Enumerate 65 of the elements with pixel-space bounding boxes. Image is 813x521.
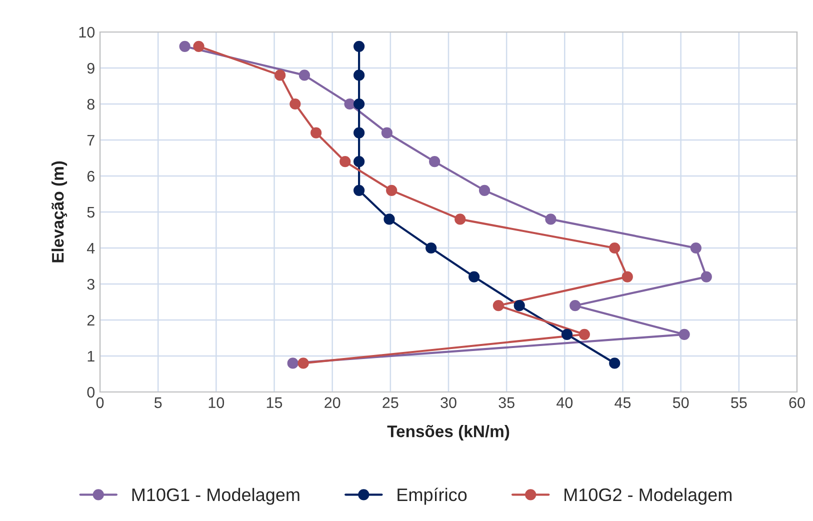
point <box>429 156 440 168</box>
point <box>193 40 204 52</box>
point <box>622 271 633 282</box>
point <box>287 358 298 369</box>
point <box>678 328 690 340</box>
point <box>609 242 620 254</box>
x-tick-label: 60 <box>789 397 805 408</box>
point <box>381 127 392 138</box>
point <box>386 184 398 196</box>
y-axis-title: Elevação (m) <box>52 161 68 262</box>
y-tick-label: 9 <box>87 62 94 74</box>
point <box>344 98 356 110</box>
point <box>545 214 556 225</box>
y-tick-label: 6 <box>87 170 94 182</box>
x-tick-label: 40 <box>556 397 573 408</box>
legend-label: M10G2 - Modelagem <box>564 488 732 505</box>
point <box>492 300 504 312</box>
point <box>454 214 466 225</box>
x-tick-label: 10 <box>208 397 224 408</box>
point <box>578 328 590 340</box>
point <box>690 242 702 254</box>
point <box>274 70 286 81</box>
x-tick-label: 55 <box>731 397 747 408</box>
point <box>179 40 190 52</box>
x-axis-title: Tensões (kN/m) <box>387 424 510 441</box>
point <box>426 242 437 254</box>
point <box>478 184 490 196</box>
point <box>353 98 365 110</box>
point <box>570 300 581 312</box>
y-tick-label: 10 <box>79 26 95 38</box>
x-tick-label: 5 <box>154 397 162 408</box>
x-tick-label: 0 <box>96 397 104 408</box>
y-tick-label: 4 <box>86 243 95 254</box>
legend-label: Empírico <box>398 488 467 505</box>
point <box>561 328 573 340</box>
x-tick-label: 25 <box>382 397 398 408</box>
point <box>468 271 480 282</box>
y-tick-label: 3 <box>87 278 94 290</box>
y-tick-label: 7 <box>87 135 94 146</box>
point <box>340 156 351 168</box>
point <box>290 98 301 110</box>
point <box>298 70 310 81</box>
point <box>514 300 525 312</box>
y-tick-label: 0 <box>87 386 95 398</box>
point <box>609 358 620 369</box>
point <box>353 40 365 52</box>
x-tick-label: 20 <box>324 397 340 408</box>
point <box>700 271 712 282</box>
point <box>353 70 365 81</box>
x-tick-label: 50 <box>672 397 689 408</box>
point <box>353 127 365 138</box>
x-tick-label: 45 <box>614 397 631 408</box>
point <box>298 358 309 369</box>
legend-label: M10G1 - Modelagem <box>132 488 300 505</box>
x-tick-label: 35 <box>498 397 514 408</box>
y-tick-label: 1 <box>88 351 94 362</box>
point <box>353 184 365 196</box>
point <box>310 127 322 138</box>
point <box>353 156 365 168</box>
y-tick-label: 5 <box>87 207 94 218</box>
x-tick-label: 30 <box>440 397 456 408</box>
point <box>384 214 395 225</box>
y-tick-label: 2 <box>87 314 94 326</box>
y-tick-label: 8 <box>87 98 94 110</box>
x-tick-label: 15 <box>266 397 282 408</box>
